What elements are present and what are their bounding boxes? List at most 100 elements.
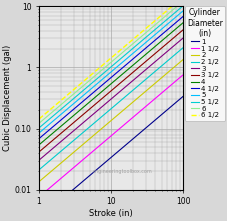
2 — [159, 77, 161, 80]
1 1/2 — [123, 123, 125, 126]
1 — [123, 145, 125, 147]
5 1/2 — [159, 23, 161, 26]
3 1/2 — [37, 151, 40, 153]
5 1/2 — [181, 4, 184, 7]
4 — [123, 71, 126, 73]
4 1/2 — [168, 26, 170, 29]
1 1/2 — [123, 123, 126, 125]
1 1/2 — [38, 195, 41, 198]
1 — [168, 106, 170, 109]
3 — [38, 158, 41, 161]
5 1/2 — [38, 126, 41, 129]
6 — [168, 11, 170, 14]
6 1/2 — [123, 45, 125, 48]
1 — [38, 217, 41, 219]
2 1/2 — [38, 168, 41, 171]
4 1/2 — [126, 62, 128, 65]
Line: 1: 1 — [39, 96, 183, 219]
2 1/2 — [126, 93, 128, 96]
5 — [123, 59, 126, 61]
3 1/2 — [123, 78, 125, 81]
6 — [123, 50, 125, 52]
Y-axis label: Cubic Displacement (gal): Cubic Displacement (gal) — [3, 45, 12, 151]
1 — [126, 142, 128, 145]
6 1/2 — [159, 15, 161, 17]
3 — [37, 159, 40, 161]
Line: 4: 4 — [39, 23, 183, 145]
6 — [38, 122, 41, 124]
1 1/2 — [181, 73, 184, 76]
6 1/2 — [168, 7, 170, 10]
4 — [38, 143, 41, 146]
4 1/2 — [159, 34, 161, 37]
4 1/2 — [123, 65, 125, 67]
Line: 6 1/2: 6 1/2 — [39, 0, 183, 119]
Line: 5 1/2: 5 1/2 — [39, 6, 183, 128]
2 1/2 — [181, 46, 184, 49]
Line: 1 1/2: 1 1/2 — [39, 74, 183, 197]
1 — [123, 144, 126, 147]
Line: 3 1/2: 3 1/2 — [39, 30, 183, 152]
3 — [123, 86, 125, 89]
5 1/2 — [123, 54, 126, 56]
5 1/2 — [126, 52, 128, 54]
6 — [181, 0, 184, 2]
5 — [168, 21, 170, 23]
1 1/2 — [168, 85, 170, 87]
5 — [181, 9, 184, 12]
5 1/2 — [123, 54, 125, 57]
5 1/2 — [37, 127, 40, 129]
Line: 3: 3 — [39, 38, 183, 160]
4 — [37, 143, 40, 146]
3 — [126, 84, 128, 87]
4 — [168, 32, 170, 35]
3 1/2 — [181, 28, 184, 31]
5 — [37, 132, 40, 134]
6 — [159, 19, 161, 21]
2 1/2 — [37, 168, 40, 171]
4 — [126, 69, 128, 71]
3 1/2 — [168, 40, 170, 42]
3 — [181, 36, 184, 39]
6 1/2 — [123, 45, 126, 48]
1 1/2 — [126, 121, 128, 123]
Line: 2: 2 — [39, 59, 183, 182]
5 1/2 — [168, 16, 170, 18]
6 1/2 — [38, 117, 41, 120]
2 1/2 — [159, 65, 161, 68]
Legend: 1, 1 1/2, 2, 2 1/2, 3, 3 1/2, 4, 4 1/2, 5, 5 1/2, 6, 6 1/2: 1, 1 1/2, 2, 2 1/2, 3, 3 1/2, 4, 4 1/2, … — [184, 6, 224, 121]
3 1/2 — [38, 150, 41, 153]
4 — [123, 71, 125, 74]
2 — [123, 108, 125, 110]
4 — [181, 21, 184, 24]
1 1/2 — [159, 92, 161, 95]
2 1/2 — [123, 96, 126, 98]
2 — [123, 107, 126, 110]
5 — [159, 29, 161, 31]
2 — [37, 180, 40, 183]
X-axis label: Stroke (in): Stroke (in) — [89, 209, 133, 218]
Line: 6: 6 — [39, 1, 183, 123]
3 — [168, 48, 170, 51]
2 1/2 — [168, 57, 170, 60]
2 — [38, 180, 41, 183]
4 1/2 — [38, 137, 41, 139]
Line: 4 1/2: 4 1/2 — [39, 16, 183, 139]
4 1/2 — [123, 64, 126, 67]
2 — [168, 69, 170, 72]
2 1/2 — [123, 96, 125, 99]
1 — [159, 114, 161, 117]
3 1/2 — [159, 48, 161, 50]
1 — [37, 217, 40, 220]
4 1/2 — [37, 137, 40, 140]
6 1/2 — [37, 118, 40, 120]
2 — [126, 105, 128, 108]
3 — [123, 86, 126, 89]
1 — [181, 95, 184, 97]
5 — [123, 59, 125, 62]
4 — [159, 40, 161, 43]
1 1/2 — [37, 196, 40, 198]
3 1/2 — [123, 78, 126, 80]
6 1/2 — [126, 43, 128, 46]
6 — [123, 49, 126, 52]
